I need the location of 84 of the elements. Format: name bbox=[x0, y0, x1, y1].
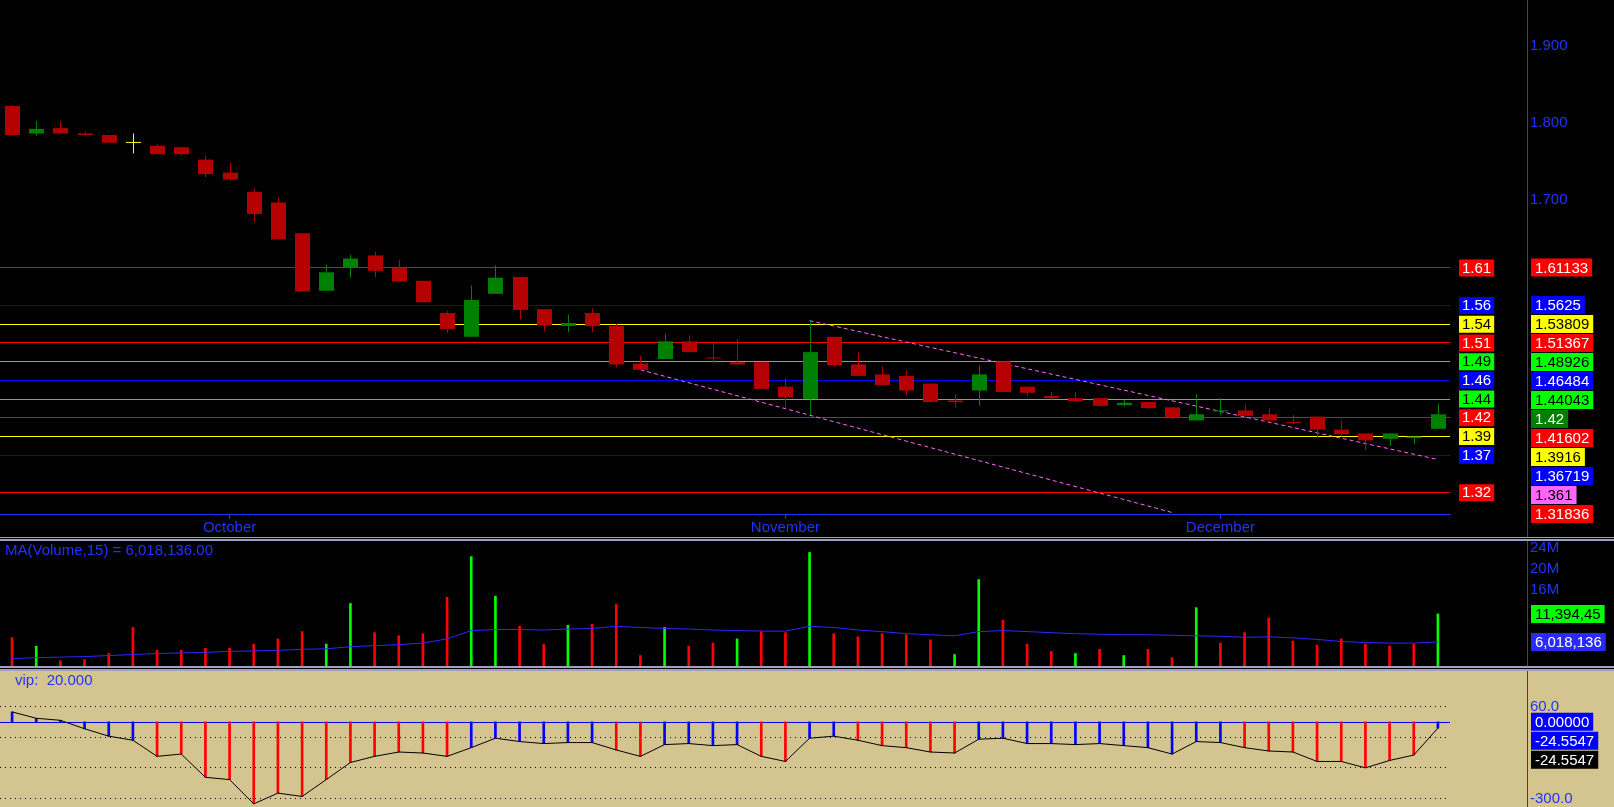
candlestick bbox=[247, 188, 262, 223]
text: 1.3916 bbox=[1535, 448, 1581, 466]
candlestick bbox=[223, 162, 238, 182]
ref-line-label: 1.56 bbox=[1462, 296, 1492, 314]
bar bbox=[759, 721, 763, 757]
candlestick bbox=[319, 264, 334, 292]
bar bbox=[953, 721, 956, 754]
ref-line-label: 1.61 bbox=[1462, 258, 1492, 276]
text: 1.48926 bbox=[1535, 353, 1590, 371]
candlestick bbox=[706, 342, 721, 364]
text: 1.51367 bbox=[1535, 334, 1590, 352]
bar bbox=[1412, 721, 1416, 756]
ref-line-label: 1.51 bbox=[1462, 333, 1492, 351]
candlestick bbox=[778, 377, 793, 409]
x-tick-label: November bbox=[750, 518, 821, 536]
y-tick-label: -300.0 bbox=[1530, 788, 1573, 806]
ref-line-label: 1.54 bbox=[1462, 314, 1492, 332]
text: 1.44043 bbox=[1535, 391, 1590, 409]
candlestick bbox=[392, 259, 407, 283]
candlestick bbox=[488, 264, 503, 295]
ref-line-label: 1.44 bbox=[1462, 389, 1492, 407]
y-tick-label: 1.800 bbox=[1530, 112, 1568, 130]
bar bbox=[397, 721, 401, 753]
text: 1.36719 bbox=[1535, 467, 1590, 485]
candlestick bbox=[1213, 397, 1228, 416]
bar bbox=[179, 721, 183, 755]
text: 1.361 bbox=[1535, 486, 1573, 504]
bar bbox=[639, 721, 642, 757]
candlestick bbox=[440, 310, 455, 334]
text: -24.5547 bbox=[1535, 732, 1595, 749]
candlestick bbox=[899, 370, 914, 397]
candlestick bbox=[1189, 393, 1204, 421]
bar bbox=[904, 721, 908, 748]
chart-title: vip: 20.000 bbox=[15, 670, 93, 688]
y-tick-label: 60.0 bbox=[1530, 696, 1560, 714]
bar bbox=[614, 721, 618, 751]
bar bbox=[349, 721, 352, 763]
candlestick bbox=[585, 307, 600, 333]
candlestick bbox=[972, 365, 987, 407]
candlestick bbox=[658, 333, 673, 360]
x-tick-label: October bbox=[202, 518, 257, 536]
text: 1.53809 bbox=[1535, 315, 1590, 333]
y-tick-label: 24M bbox=[1530, 538, 1560, 556]
y-tick-label: 20M bbox=[1530, 559, 1560, 577]
text: 1.5625 bbox=[1535, 296, 1581, 314]
y-tick-label: 1.900 bbox=[1530, 36, 1568, 54]
bar bbox=[204, 721, 207, 778]
bar bbox=[373, 721, 376, 757]
ref-line-label: 1.42 bbox=[1462, 408, 1492, 426]
candlestick bbox=[198, 155, 213, 178]
text: 0.00000 bbox=[1535, 713, 1590, 730]
ref-line-label: 1.37 bbox=[1462, 445, 1492, 463]
bar bbox=[1267, 721, 1271, 752]
candlestick bbox=[1431, 403, 1446, 430]
bar bbox=[929, 721, 932, 753]
candlestick bbox=[368, 251, 383, 278]
text: -24.5547 bbox=[1535, 751, 1595, 768]
bar bbox=[1364, 721, 1367, 769]
candlestick bbox=[537, 308, 552, 332]
y-tick-label: 16M bbox=[1530, 580, 1560, 598]
ref-line-label: 1.49 bbox=[1462, 352, 1492, 370]
bar bbox=[252, 721, 256, 805]
text: 1.31836 bbox=[1535, 505, 1590, 523]
bar bbox=[1388, 721, 1391, 761]
bar bbox=[784, 721, 787, 762]
text: 1.61133 bbox=[1535, 258, 1589, 276]
bar bbox=[324, 721, 328, 780]
candlestick bbox=[343, 254, 358, 279]
text: 1.42 bbox=[1535, 410, 1565, 428]
text: 1.41602 bbox=[1535, 429, 1590, 447]
text: 1.46484 bbox=[1535, 372, 1590, 390]
text: 6,018,136 bbox=[1535, 633, 1602, 651]
bar bbox=[1243, 721, 1246, 748]
candlestick bbox=[126, 132, 141, 154]
bar bbox=[228, 721, 231, 780]
ref-line-label: 1.32 bbox=[1462, 483, 1492, 501]
ref-line-label: 1.46 bbox=[1462, 371, 1492, 389]
candlestick bbox=[851, 351, 866, 377]
bar bbox=[1339, 721, 1343, 762]
x-tick-label: December bbox=[1185, 518, 1256, 536]
y-tick-label: 1.700 bbox=[1530, 189, 1568, 207]
chart-title: MA(Volume,15) = 6,018,136.00 bbox=[5, 540, 214, 558]
text: 11,394,45 bbox=[1535, 605, 1601, 623]
ref-line-label: 1.39 bbox=[1462, 427, 1492, 445]
